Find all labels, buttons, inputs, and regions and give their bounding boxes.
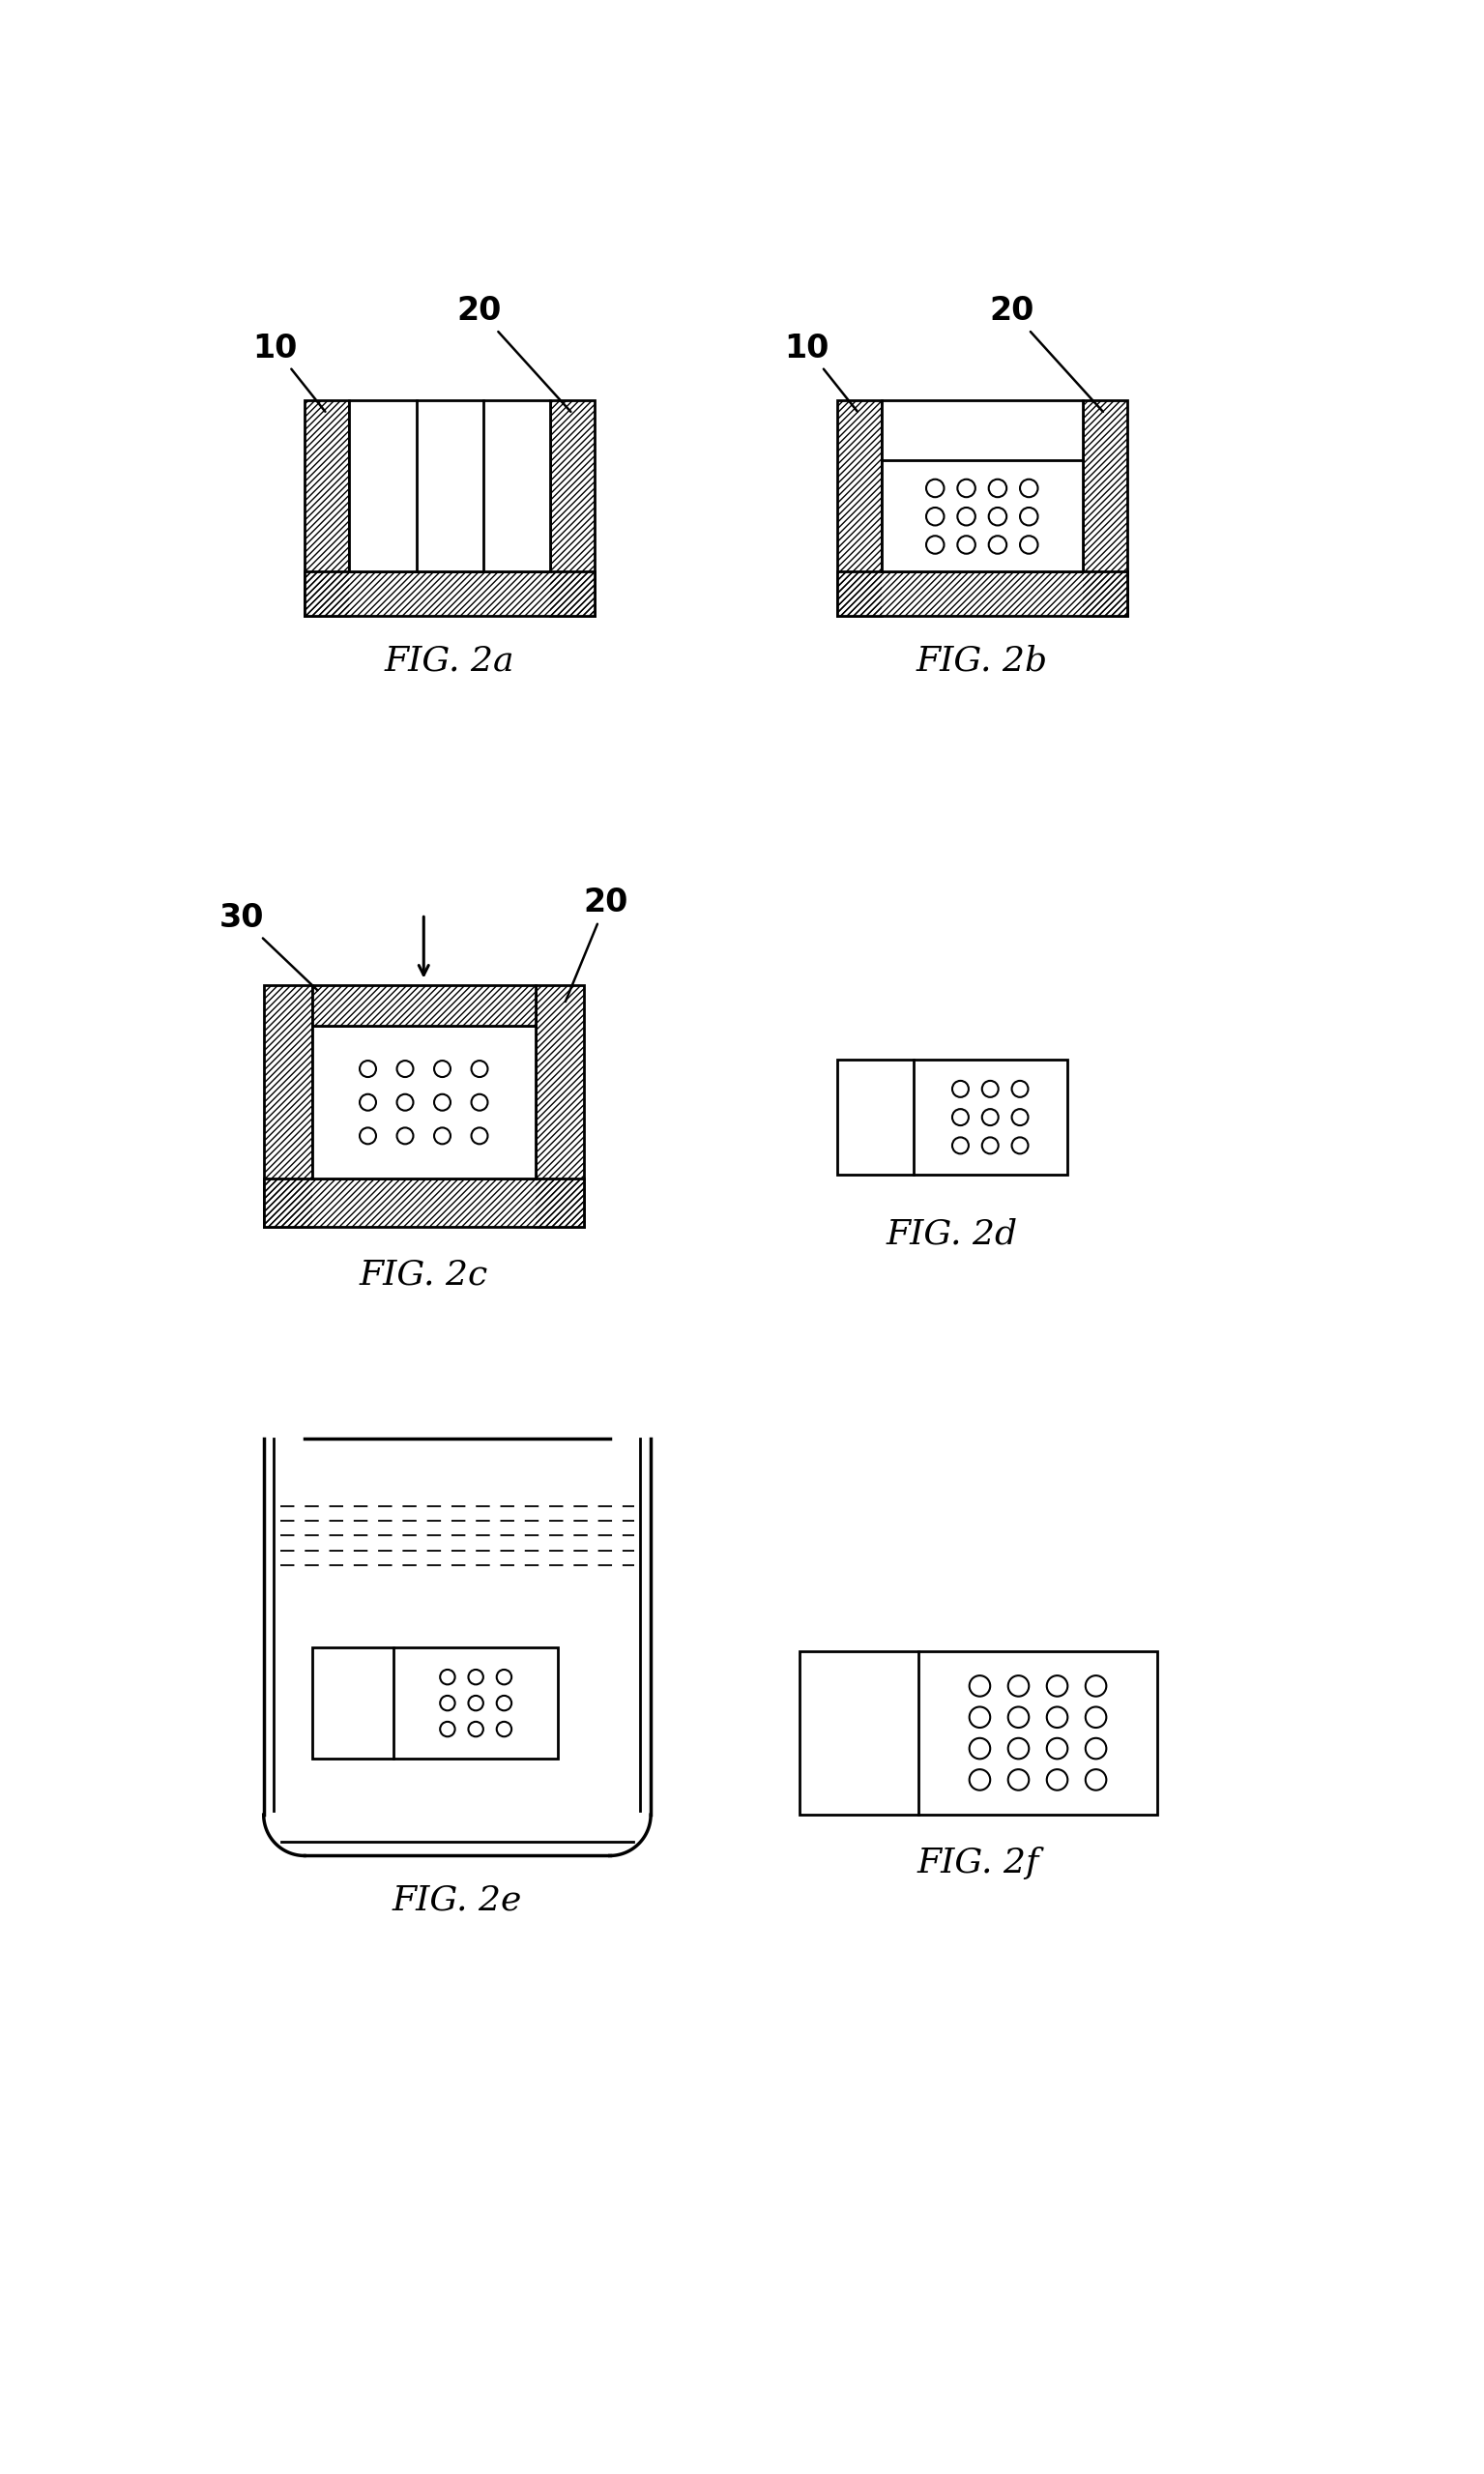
Bar xyxy=(264,985,312,1227)
Bar xyxy=(312,985,536,1027)
Bar xyxy=(837,571,1128,616)
Text: FIG. 2a: FIG. 2a xyxy=(384,643,515,678)
Bar xyxy=(1082,401,1128,616)
Text: 30: 30 xyxy=(218,903,318,990)
Bar xyxy=(800,1650,1158,1816)
Text: 10: 10 xyxy=(252,332,325,411)
Text: 20: 20 xyxy=(457,294,571,411)
Text: 10: 10 xyxy=(785,332,858,411)
Text: FIG. 2e: FIG. 2e xyxy=(392,1883,522,1917)
Bar xyxy=(349,401,551,571)
Bar xyxy=(536,985,583,1227)
Text: FIG. 2c: FIG. 2c xyxy=(359,1259,488,1291)
Bar xyxy=(837,401,881,616)
Bar xyxy=(837,401,881,616)
Bar xyxy=(551,401,595,616)
Bar xyxy=(551,401,595,616)
Bar xyxy=(1082,401,1128,616)
Bar xyxy=(304,571,595,616)
Bar xyxy=(312,1027,536,1178)
Bar xyxy=(312,985,536,1027)
Bar xyxy=(312,1648,558,1759)
Bar xyxy=(264,1178,583,1227)
Text: FIG. 2d: FIG. 2d xyxy=(886,1217,1018,1249)
Text: 20: 20 xyxy=(565,886,629,1002)
Bar xyxy=(264,1178,583,1227)
Bar xyxy=(304,401,349,616)
Bar xyxy=(264,985,312,1227)
Bar xyxy=(536,985,583,1227)
Bar xyxy=(837,1059,1067,1175)
Text: FIG. 2b: FIG. 2b xyxy=(916,643,1048,678)
Bar xyxy=(304,401,349,616)
Text: FIG. 2f: FIG. 2f xyxy=(917,1846,1039,1880)
Text: 20: 20 xyxy=(990,294,1103,411)
Bar xyxy=(304,571,595,616)
Bar xyxy=(837,571,1128,616)
Bar xyxy=(881,401,1082,571)
